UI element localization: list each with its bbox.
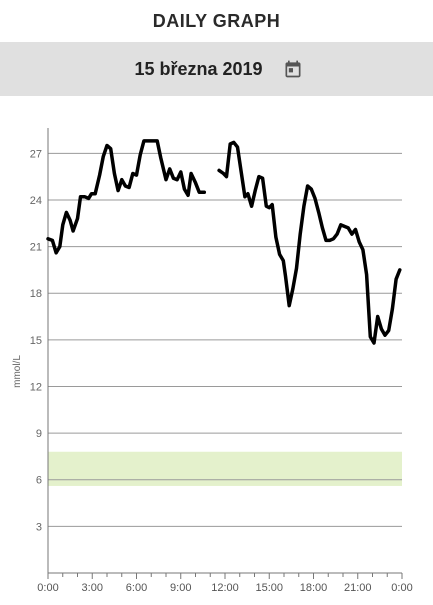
- selected-date[interactable]: 15 března 2019: [134, 58, 263, 79]
- target-range-band: [48, 451, 402, 486]
- x-tick-label: 6:00: [126, 582, 147, 594]
- y-tick-label: 12: [30, 381, 42, 393]
- x-tick-label: 15:00: [255, 582, 283, 594]
- y-axis-label: mmol/L: [12, 355, 23, 388]
- y-tick-label: 27: [30, 148, 42, 160]
- y-tick-label: 15: [30, 335, 42, 347]
- page-title: DAILY GRAPH: [152, 10, 281, 31]
- x-tick-label: 12:00: [211, 582, 239, 594]
- y-tick-label: 21: [30, 242, 42, 254]
- x-tick-label: 0:00: [37, 582, 58, 594]
- app-header: DAILY GRAPH: [0, 0, 433, 42]
- x-tick-label: 18:00: [300, 582, 328, 594]
- x-tick-label: 9:00: [170, 582, 191, 594]
- calendar-icon[interactable]: [281, 57, 305, 81]
- y-tick-label: 9: [36, 428, 42, 440]
- glucose-line-segment: [46, 139, 207, 255]
- x-tick-label: 3:00: [82, 582, 103, 594]
- x-tick-label: 21:00: [344, 582, 372, 594]
- date-bar: 15 března 2019: [0, 42, 433, 96]
- daily-glucose-chart: 3 6 9 12 15 18 21 24 27 0:00 3:00 6:00 9:00 12:00 15:0…: [0, 100, 433, 600]
- x-tick-label: 0:00: [391, 582, 412, 594]
- y-tick-label: 6: [36, 475, 42, 487]
- y-tick-label: 18: [30, 288, 42, 300]
- y-tick-label: 24: [30, 195, 42, 207]
- chart-svg: 3 6 9 12 15 18 21 24 27 0:00 3:00 6:00 9:00 12:00 15:0…: [12, 128, 413, 594]
- y-tick-label: 3: [36, 521, 42, 533]
- glucose-line-segment: [217, 140, 402, 345]
